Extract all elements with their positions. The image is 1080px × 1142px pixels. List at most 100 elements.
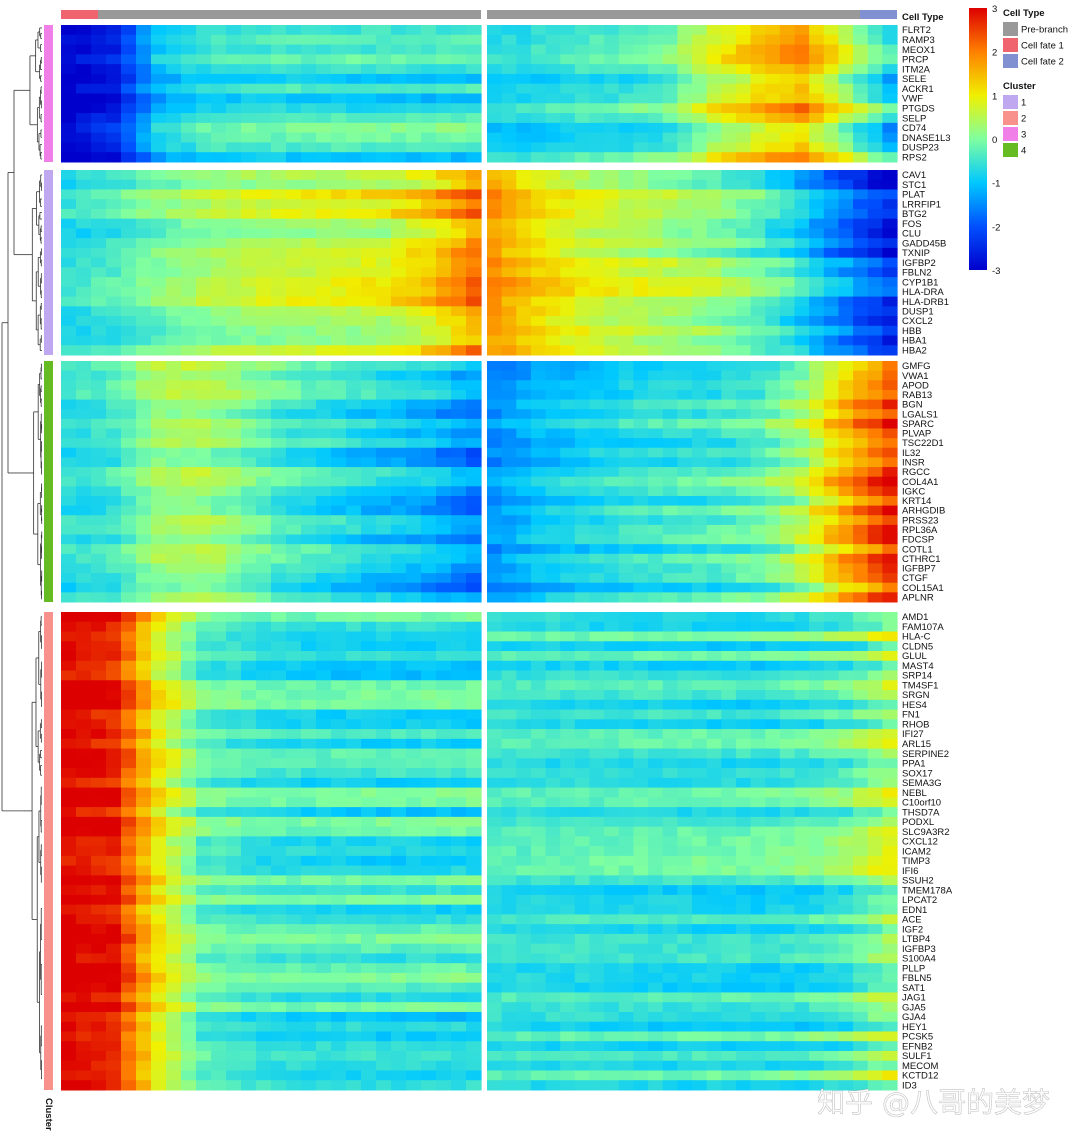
heatmap-cell	[516, 316, 532, 327]
heatmap-cell	[301, 505, 317, 516]
heatmap-cell	[867, 83, 883, 94]
heatmap-cell	[633, 641, 649, 652]
heatmap-cell	[823, 553, 840, 564]
heatmap-cell	[560, 544, 576, 555]
heatmap-cell	[750, 247, 766, 259]
heatmap-cell	[166, 335, 182, 346]
heatmap-cell	[838, 380, 854, 391]
heatmap-cell	[530, 170, 547, 181]
heatmap-cell	[241, 719, 257, 730]
heatmap-cell	[376, 361, 392, 372]
heatmap-cell	[196, 660, 212, 672]
heatmap-cell	[166, 777, 182, 789]
heatmap-cell	[882, 286, 898, 298]
heatmap-cell	[677, 189, 693, 200]
heatmap-cell	[735, 306, 752, 317]
heatmap-cell	[589, 122, 605, 134]
heatmap-cell	[750, 170, 766, 181]
heatmap-cell	[166, 807, 182, 818]
heatmap-cell	[76, 152, 92, 163]
heatmap-cell	[331, 132, 347, 143]
heatmap-cell	[560, 719, 576, 730]
heatmap-cell	[226, 64, 242, 75]
heatmap-cell	[838, 170, 854, 181]
heatmap-cell	[151, 93, 167, 104]
heatmap-cell	[181, 132, 197, 143]
heatmap-cell	[241, 582, 257, 593]
heatmap-cell	[166, 699, 182, 711]
heatmap-cell	[91, 189, 107, 200]
heatmap-row	[61, 389, 898, 401]
heatmap-cell	[867, 505, 883, 516]
heatmap-cell	[241, 64, 257, 75]
heatmap-cell	[391, 660, 407, 672]
heatmap-cell	[516, 113, 532, 124]
heatmap-cell	[706, 170, 722, 181]
heatmap-cell	[271, 544, 287, 555]
heatmap-cell	[91, 826, 107, 837]
heatmap-cell	[589, 199, 605, 210]
heatmap-cell	[466, 836, 482, 847]
heatmap-cell	[181, 316, 197, 327]
heatmap-cell	[501, 54, 517, 65]
heatmap-row	[61, 699, 898, 711]
heatmap-cell	[331, 325, 347, 337]
heatmap-cell	[809, 122, 825, 134]
heatmap-cell	[286, 524, 302, 536]
heatmap-cell	[721, 631, 737, 642]
heatmap-cell	[662, 729, 678, 740]
heatmap-cell	[196, 486, 212, 497]
heatmap-cell	[106, 515, 122, 526]
heatmap-cell	[589, 389, 605, 401]
heatmap-row	[61, 409, 898, 420]
heatmap-cell	[376, 142, 392, 153]
heatmap-cell	[809, 103, 825, 114]
heatmap-cell	[286, 208, 302, 220]
heatmap-cell	[779, 544, 796, 555]
heatmap-cell	[121, 787, 137, 798]
heatmap-cell	[466, 495, 482, 507]
heatmap-cell	[271, 758, 287, 769]
heatmap-cell	[721, 651, 737, 662]
heatmap-cell	[91, 495, 107, 507]
heatmap-cell	[196, 370, 212, 381]
heatmap-cell	[530, 729, 547, 740]
heatmap-cell	[677, 486, 693, 497]
heatmap-cell	[376, 380, 392, 391]
heatmap-cell	[91, 170, 107, 181]
heatmap-cell	[809, 132, 825, 143]
heatmap-cell	[530, 418, 547, 429]
heatmap-cell	[76, 257, 92, 268]
heatmap-cell	[166, 361, 182, 372]
heatmap-cell	[361, 612, 377, 623]
heatmap-cell	[151, 612, 167, 623]
heatmap-cell	[838, 660, 854, 672]
heatmap-cell	[794, 257, 810, 268]
heatmap-cell	[421, 836, 437, 847]
heatmap-cell	[633, 418, 649, 429]
heatmap-cell	[226, 345, 242, 356]
heatmap-cell	[648, 34, 664, 46]
heatmap-cell	[882, 380, 898, 391]
heatmap-cell	[706, 826, 722, 837]
heatmap-cell	[241, 505, 257, 516]
heatmap-cell	[121, 399, 137, 410]
heatmap-cell	[121, 267, 137, 278]
heatmap-cell	[166, 592, 182, 603]
heatmap-cell	[286, 267, 302, 278]
heatmap-cell	[76, 361, 92, 372]
heatmap-cell	[618, 199, 635, 210]
heatmap-cell	[421, 660, 437, 672]
heatmap-cell	[779, 505, 796, 516]
heatmap-cell	[121, 64, 137, 75]
heatmap-row	[61, 495, 898, 507]
heatmap-cell	[574, 189, 591, 200]
heatmap-cell	[809, 768, 825, 779]
heatmap-cell	[501, 361, 517, 372]
heatmap-cell	[391, 738, 407, 750]
heatmap-cell	[256, 113, 272, 124]
heatmap-cell	[316, 592, 332, 603]
heatmap-cell	[151, 768, 167, 779]
heatmap-cell	[121, 515, 137, 526]
heatmap-cell	[106, 592, 122, 603]
